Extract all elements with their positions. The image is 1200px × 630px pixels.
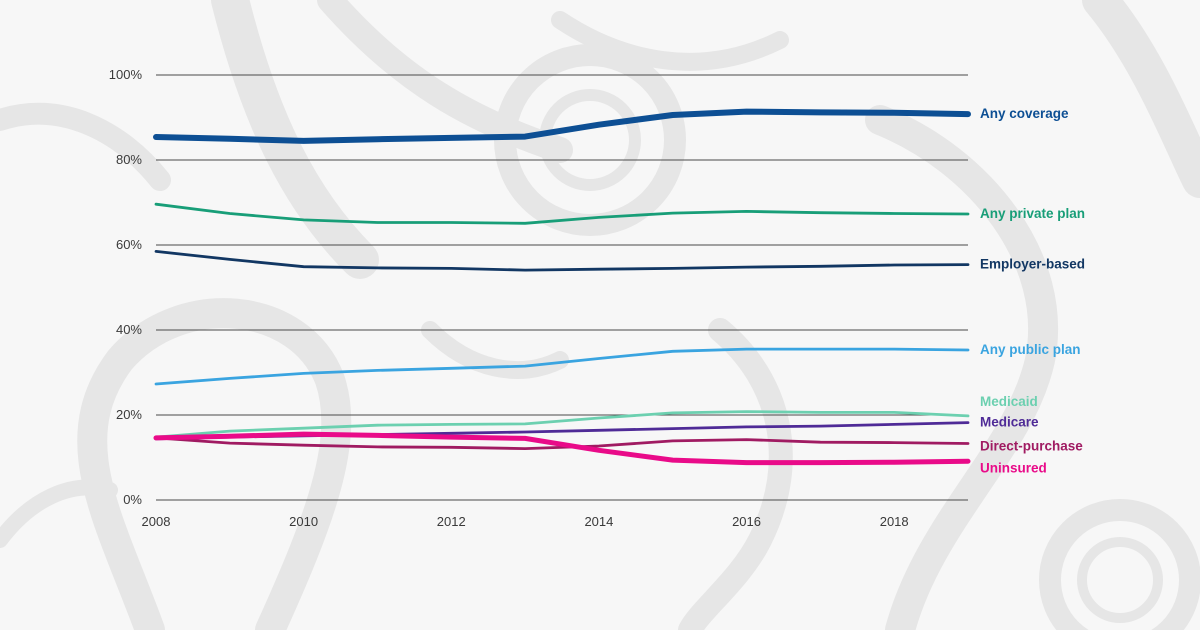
series-line-medicaid	[154, 410, 970, 439]
series-label-direct-purchase: Direct-purchase	[980, 438, 1083, 453]
series-line-employer-based	[154, 249, 970, 272]
series-line-any-private-plan	[154, 202, 970, 225]
series-label-any-public-plan: Any public plan	[980, 342, 1081, 357]
series-label-medicaid: Medicaid	[980, 394, 1038, 409]
series-label-medicare: Medicare	[980, 415, 1039, 430]
x-tick-label: 2008	[142, 514, 171, 529]
series-label-any-coverage: Any coverage	[980, 106, 1069, 121]
y-tick-label: 40%	[116, 322, 142, 337]
series-label-uninsured: Uninsured	[980, 460, 1047, 475]
series-label-employer-based: Employer-based	[980, 257, 1085, 272]
axes: 0% 20% 40% 60% 80% 100% 2008 2010 2012 2014 2016 20…	[109, 67, 909, 529]
x-tick-label: 2010	[289, 514, 318, 529]
gridlines	[156, 74, 968, 501]
series-line-any-public-plan	[154, 347, 970, 386]
y-tick-label: 80%	[116, 152, 142, 167]
series-labels: Any coverage Any private plan Employer-bas…	[980, 106, 1085, 475]
y-tick-label: 0%	[123, 492, 142, 507]
series-lines	[153, 108, 971, 466]
x-tick-label: 2012	[437, 514, 466, 529]
y-tick-label: 60%	[116, 237, 142, 252]
series-line-any-coverage	[153, 108, 971, 144]
x-tick-label: 2018	[880, 514, 909, 529]
series-label-any-private-plan: Any private plan	[980, 206, 1085, 221]
x-tick-label: 2016	[732, 514, 761, 529]
series-line-direct-purchase	[154, 436, 970, 451]
x-tick-label: 2014	[584, 514, 613, 529]
series-line-uninsured	[153, 431, 971, 466]
y-tick-label: 100%	[109, 67, 143, 82]
y-tick-label: 20%	[116, 407, 142, 422]
